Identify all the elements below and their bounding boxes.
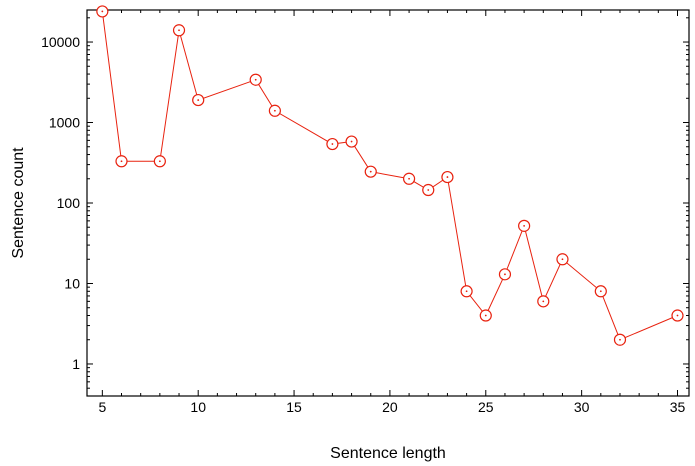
y-axis-title: Sentence count [10, 147, 27, 259]
x-tick-label: 5 [98, 399, 106, 415]
data-point-center [178, 29, 180, 32]
x-tick-label: 30 [574, 399, 590, 415]
x-tick-label: 20 [382, 399, 398, 415]
series-line [101, 11, 678, 341]
y-tick-label: 10 [64, 275, 80, 291]
data-point-center [676, 314, 679, 317]
data-point-center [484, 314, 487, 317]
y-tick-label: 100 [57, 195, 81, 211]
y-axis-ticks: 1 10 100 1000 10000 [41, 17, 689, 397]
y-tick-label: 1000 [49, 115, 80, 131]
data-point-center [619, 338, 621, 341]
data-point-center [369, 170, 372, 173]
data-point-center [599, 290, 602, 293]
y-tick-label: 10000 [41, 34, 80, 50]
data-point-center [446, 176, 449, 178]
x-axis-ticks: 5 10 15 20 25 30 35 [98, 10, 685, 415]
data-point-center [523, 224, 526, 227]
plot-frame [86, 9, 690, 397]
series-group [96, 5, 684, 346]
data-point-center [273, 109, 276, 112]
x-tick-label: 35 [670, 399, 686, 415]
data-point-center [331, 143, 334, 145]
data-point-center [408, 177, 410, 180]
x-tick-label: 15 [286, 399, 302, 415]
data-point-center [350, 140, 353, 143]
data-point-center [120, 160, 123, 163]
data-point-center [158, 160, 161, 163]
x-tick-label: 25 [478, 399, 494, 415]
data-point-center [254, 78, 257, 81]
data-point-center [197, 99, 200, 101]
data-point-center [465, 290, 468, 293]
data-point-center [427, 189, 430, 191]
x-axis-title: Sentence length [330, 445, 446, 462]
y-tick-label: 1 [72, 356, 80, 372]
x-tick-label: 10 [190, 399, 206, 415]
data-point-center [101, 10, 104, 13]
data-point-center [504, 273, 506, 276]
data-point-center [561, 258, 564, 261]
data-point-center [542, 300, 545, 303]
